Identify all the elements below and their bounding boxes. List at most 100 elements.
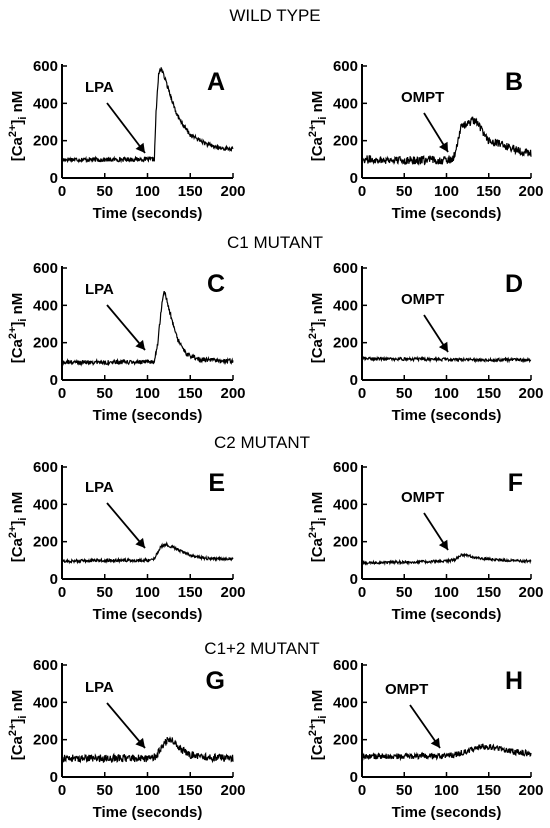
panel-g-y-label-part: ] bbox=[9, 719, 26, 724]
panel-c-y-label-part: 2+ bbox=[7, 327, 19, 340]
panel-a-y-label-part: nM bbox=[9, 91, 26, 117]
panel-a-y-tick-label: 400 bbox=[33, 95, 58, 112]
panel-g-arrow-head bbox=[135, 737, 145, 748]
panel-a-x-label: Time (seconds) bbox=[93, 205, 203, 222]
panel-g-y-tick-label: 0 bbox=[50, 769, 58, 786]
panel-e-arrow-shaft bbox=[106, 502, 146, 549]
row-title-c2-mutant: C2 MUTANT bbox=[214, 433, 310, 452]
panel-h-x-label: Time (seconds) bbox=[392, 804, 502, 821]
panel-h-y-label-part: ] bbox=[309, 719, 326, 724]
panel-e-y-tick-label: 0 bbox=[50, 571, 58, 588]
panel-d-letter: D bbox=[505, 270, 523, 298]
panel-e-y-label-part: i bbox=[17, 518, 29, 521]
panel-e-agonist-label: LPA bbox=[85, 479, 114, 496]
panel-e-arrow-head bbox=[135, 537, 145, 548]
panel-b-x-tick-label: 0 bbox=[358, 183, 366, 200]
panel-e-y-label-part: [Ca bbox=[9, 537, 26, 562]
panel-b-y-tick-label: 200 bbox=[333, 133, 358, 150]
panel-b-y-tick-label: 600 bbox=[333, 58, 358, 75]
panel-g-y-label-part: nM bbox=[9, 690, 26, 716]
panel-e-y-label-part: ] bbox=[9, 521, 26, 526]
panel-f-arrow-head bbox=[438, 539, 448, 550]
panel-h-y-label-part: i bbox=[317, 716, 329, 719]
panel-d-group: 0 200 400 600 0 50 100 150 200 Time (seconds) [Ca2… bbox=[307, 260, 544, 424]
panel-a-y-label: [Ca2+]i nM bbox=[7, 91, 29, 162]
panel-c-y-tick-label: 600 bbox=[33, 260, 58, 277]
panel-h-arrow-head bbox=[430, 737, 440, 748]
panel-e-y-tick-label: 200 bbox=[33, 534, 58, 551]
panel-g-y-label-part: 2+ bbox=[7, 724, 19, 737]
panel-a-x-tick-label: 200 bbox=[220, 183, 245, 200]
panel-d-y-label-part: ] bbox=[309, 322, 326, 327]
panel-d-y-tick-label: 400 bbox=[333, 297, 358, 314]
panel-b-x-tick-label: 150 bbox=[476, 183, 501, 200]
panel-d-x-tick-label: 50 bbox=[396, 385, 413, 402]
panel-c-y-label: [Ca2+]i nM bbox=[7, 293, 29, 364]
panel-d-x-tick-label: 0 bbox=[358, 385, 366, 402]
panel-e-x-tick-label: 100 bbox=[135, 584, 160, 601]
panel-d-x-tick-label: 150 bbox=[476, 385, 501, 402]
panel-f-x-tick-label: 150 bbox=[476, 584, 501, 601]
panel-b-group: 0 200 400 600 0 50 100 150 200 Time (seconds) [Ca2… bbox=[307, 58, 544, 222]
panel-h-y-tick-label: 0 bbox=[350, 769, 358, 786]
panel-f-x-label: Time (seconds) bbox=[392, 606, 502, 623]
panel-d-y-tick-label: 600 bbox=[333, 260, 358, 277]
panel-g-x-tick-label: 50 bbox=[96, 782, 113, 799]
panel-b-y-tick-label: 0 bbox=[350, 170, 358, 187]
panel-f-y-label: [Ca2+]i nM bbox=[307, 492, 329, 563]
panel-b-x-label: Time (seconds) bbox=[392, 205, 502, 222]
panel-b-x-tick-label: 200 bbox=[518, 183, 543, 200]
panel-e-y-tick-label: 600 bbox=[33, 459, 58, 476]
row-title-c1-2-mutant: C1+2 MUTANT bbox=[204, 639, 319, 658]
panel-b-y-label-part: ] bbox=[309, 120, 326, 125]
panel-e-y-label-part: 2+ bbox=[7, 526, 19, 539]
panel-e-y-label: [Ca2+]i nM bbox=[7, 492, 29, 563]
panel-g-y-tick-label: 400 bbox=[33, 694, 58, 711]
panel-c-x-tick-label: 200 bbox=[220, 385, 245, 402]
panel-g-x-tick-label: 200 bbox=[220, 782, 245, 799]
panel-c-y-tick-label: 200 bbox=[33, 335, 58, 352]
panel-a-y-label-part: 2+ bbox=[7, 125, 19, 138]
panel-f-y-label-part: [Ca bbox=[309, 537, 326, 562]
panel-f-x-tick-label: 200 bbox=[518, 584, 543, 601]
panel-d-x-label: Time (seconds) bbox=[392, 407, 502, 424]
panel-h-y-label-part: 2+ bbox=[307, 724, 319, 737]
panel-c-x-tick-label: 150 bbox=[178, 385, 203, 402]
panel-c-y-tick-label: 0 bbox=[50, 372, 58, 389]
panel-c-y-label-part: i bbox=[17, 319, 29, 322]
panel-h-letter: H bbox=[505, 667, 523, 695]
panel-g-y-tick-label: 200 bbox=[33, 732, 58, 749]
panel-g-trace bbox=[61, 735, 234, 764]
panel-g-y-label-part: [Ca bbox=[9, 735, 26, 760]
panel-d-arrow-head bbox=[438, 341, 448, 352]
panel-f-letter: F bbox=[508, 469, 523, 497]
panel-h-x-tick-label: 200 bbox=[518, 782, 543, 799]
panel-a-y-tick-label: 0 bbox=[50, 170, 58, 187]
panel-e-x-tick-label: 200 bbox=[220, 584, 245, 601]
panel-a-arrow-shaft bbox=[106, 102, 146, 154]
row-title-wild-type: WILD TYPE bbox=[229, 6, 320, 25]
panel-e-group: 0 200 400 600 0 50 100 150 200 Time (seconds) [Ca2… bbox=[7, 459, 246, 623]
panel-g-x-label: Time (seconds) bbox=[93, 804, 203, 821]
panel-d-x-tick-label: 200 bbox=[518, 385, 543, 402]
panel-f-y-tick-label: 600 bbox=[333, 459, 358, 476]
panel-g-y-label-part: i bbox=[17, 716, 29, 719]
panel-b-arrow-head bbox=[439, 141, 448, 152]
panel-d-x-tick-label: 100 bbox=[434, 385, 459, 402]
panel-h-y-label-part: [Ca bbox=[309, 735, 326, 760]
panel-e-x-tick-label: 0 bbox=[58, 584, 66, 601]
panel-b-x-tick-label: 50 bbox=[396, 183, 413, 200]
panel-c-x-tick-label: 0 bbox=[58, 385, 66, 402]
panel-a-y-label-part: i bbox=[17, 117, 29, 120]
panel-b-y-label-part: i bbox=[317, 117, 329, 120]
panel-a-x-tick-label: 150 bbox=[178, 183, 203, 200]
panel-g-x-tick-label: 150 bbox=[178, 782, 203, 799]
panel-g-letter: G bbox=[206, 667, 225, 695]
panel-f-x-tick-label: 100 bbox=[434, 584, 459, 601]
panel-b-y-label-part: 2+ bbox=[307, 125, 319, 138]
panel-h-y-tick-label: 400 bbox=[333, 694, 358, 711]
panel-c-arrow-shaft bbox=[106, 304, 146, 351]
panel-f-y-label-part: i bbox=[317, 518, 329, 521]
panel-c-group: 0 200 400 600 0 50 100 150 200 Time (seconds) [Ca2… bbox=[7, 260, 246, 424]
